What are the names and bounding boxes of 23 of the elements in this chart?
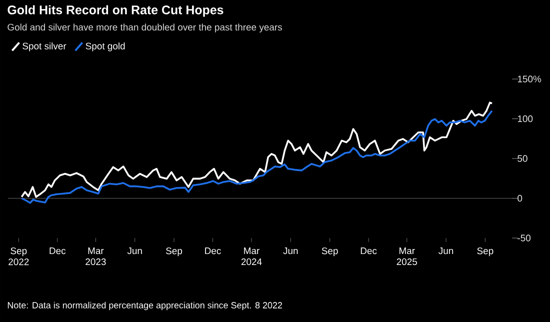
x-tick-label: Dec (50, 248, 66, 254)
chart-subtitle: Gold and silver have more than doubled over the past three years (8, 24, 282, 32)
y-tick-label: 150% (518, 76, 542, 82)
legend-label: Spot gold (86, 42, 125, 52)
y-tick-label: 0 (518, 194, 522, 202)
y-tick-label: -50 (518, 234, 531, 242)
x-tick-label: Mar 2025 (396, 248, 417, 266)
x-tick-label: Mar 2023 (86, 248, 106, 266)
x-tick-label: Sep 2022 (8, 248, 29, 266)
chart-title: Gold Hits Record on Rate Cut Hopes (8, 5, 224, 17)
x-tick-label: Sep (166, 248, 182, 256)
y-tick-label: 100 (518, 115, 533, 122)
x-tick-label: Jun (438, 248, 454, 254)
x-tick-label: Dec (360, 248, 377, 254)
x-tick-label: Sep (322, 248, 338, 256)
y-tick-label: 50 (518, 155, 528, 162)
x-tick-label: Mar 2024 (241, 248, 262, 266)
legend-label: Spot silver (22, 42, 66, 52)
x-tick-label: Jun (283, 248, 298, 254)
x-tick-label: Sep (477, 248, 494, 256)
text: Note: Data is normalized percentage appreciation since Sept. 8 2022 (8, 302, 282, 310)
x-tick-label: Jun (127, 248, 142, 254)
x-tick-label: Dec (205, 248, 221, 254)
